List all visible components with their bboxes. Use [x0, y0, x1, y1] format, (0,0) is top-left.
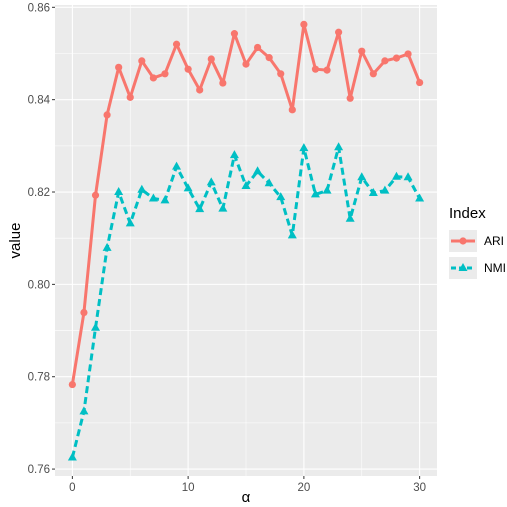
series-nmi — [67, 142, 425, 461]
x-axis-title: α — [242, 489, 251, 506]
data-point-ari — [346, 94, 354, 102]
data-point-ari — [149, 74, 157, 82]
y-tick-label: 0.80 — [28, 279, 50, 291]
data-point-ari — [369, 70, 377, 78]
y-tick-label: 0.76 — [28, 464, 50, 476]
data-point-nmi — [380, 185, 390, 194]
data-point-ari — [392, 54, 401, 62]
data-point-ari — [404, 50, 412, 58]
data-point-nmi — [264, 178, 274, 187]
data-point-ari — [416, 78, 424, 87]
data-point-nmi — [102, 242, 112, 251]
data-point-nmi — [206, 177, 216, 186]
data-point-nmi — [287, 230, 297, 239]
data-point-ari — [138, 57, 146, 65]
y-tick-label: 0.82 — [28, 187, 50, 199]
data-point-nmi — [322, 185, 332, 194]
data-point-nmi — [125, 218, 135, 227]
x-tick-label: 20 — [297, 482, 310, 494]
data-point-nmi — [148, 193, 158, 202]
legend-title: Index — [449, 205, 486, 222]
x-tick-label: 30 — [413, 482, 426, 494]
data-point-ari — [358, 47, 366, 55]
data-point-ari — [172, 40, 181, 48]
data-point-ari — [253, 43, 262, 52]
legend-key-marker — [459, 237, 467, 245]
data-point-nmi — [114, 187, 124, 196]
data-point-ari — [196, 86, 204, 94]
data-point-nmi — [195, 204, 205, 213]
y-tick-label: 0.78 — [28, 372, 50, 384]
series-layer — [67, 20, 425, 461]
data-point-nmi — [415, 193, 425, 202]
data-point-ari — [115, 63, 123, 71]
data-point-ari — [184, 65, 192, 73]
data-point-nmi — [368, 187, 378, 196]
data-point-ari — [311, 65, 320, 73]
data-point-nmi — [218, 203, 228, 212]
legend-label-ari: ARI — [484, 234, 504, 248]
data-point-nmi — [276, 192, 286, 201]
data-point-ari — [80, 308, 88, 317]
data-point-ari — [103, 111, 111, 119]
x-tick-label: 10 — [182, 482, 195, 494]
x-axis: 0 10 20 30 — [69, 476, 426, 494]
data-point-ari — [219, 79, 227, 87]
data-point-ari — [161, 70, 169, 78]
data-point-ari — [242, 60, 250, 68]
data-point-nmi — [67, 452, 77, 461]
data-point-nmi — [79, 406, 89, 415]
series-ari — [68, 20, 424, 389]
data-point-nmi — [391, 171, 401, 180]
data-point-nmi — [403, 172, 413, 181]
data-point-ari — [91, 191, 100, 199]
data-point-ari — [335, 28, 343, 36]
data-point-nmi — [357, 172, 367, 181]
data-point-ari — [68, 380, 76, 389]
data-point-ari — [300, 20, 308, 28]
x-tick-label: 0 — [69, 482, 75, 494]
data-point-nmi — [310, 189, 320, 198]
data-point-ari — [230, 30, 239, 38]
data-point-ari — [288, 106, 296, 114]
data-point-ari — [265, 54, 273, 62]
data-point-nmi — [160, 195, 170, 204]
data-point-nmi — [172, 161, 182, 170]
y-axis: 0.76 0.78 0.80 0.82 0.84 0.86 — [28, 2, 55, 476]
data-point-nmi — [91, 322, 101, 331]
y-tick-label: 0.86 — [28, 2, 50, 14]
data-point-ari — [126, 93, 134, 101]
data-point-nmi — [334, 142, 344, 151]
legend-keys: ARI NMI — [449, 230, 506, 279]
legend: Index ARI NMI — [446, 198, 506, 285]
legend-key-marker — [458, 263, 468, 271]
data-point-nmi — [241, 181, 251, 190]
y-tick-label: 0.84 — [28, 95, 51, 107]
data-point-nmi — [183, 183, 193, 192]
grid-minor — [55, 5, 437, 476]
data-point-nmi — [253, 166, 263, 175]
data-point-ari — [323, 66, 331, 74]
y-axis-title: value — [7, 223, 24, 259]
legend-key-ari: ARI — [449, 230, 504, 252]
data-point-nmi — [229, 150, 239, 159]
data-point-nmi — [137, 184, 147, 193]
legend-label-nmi: NMI — [484, 261, 506, 275]
data-point-nmi — [299, 143, 309, 152]
data-point-ari — [277, 70, 285, 78]
data-point-nmi — [345, 213, 355, 222]
legend-key-nmi: NMI — [449, 257, 506, 279]
data-point-ari — [207, 55, 215, 63]
data-point-ari — [381, 57, 389, 65]
